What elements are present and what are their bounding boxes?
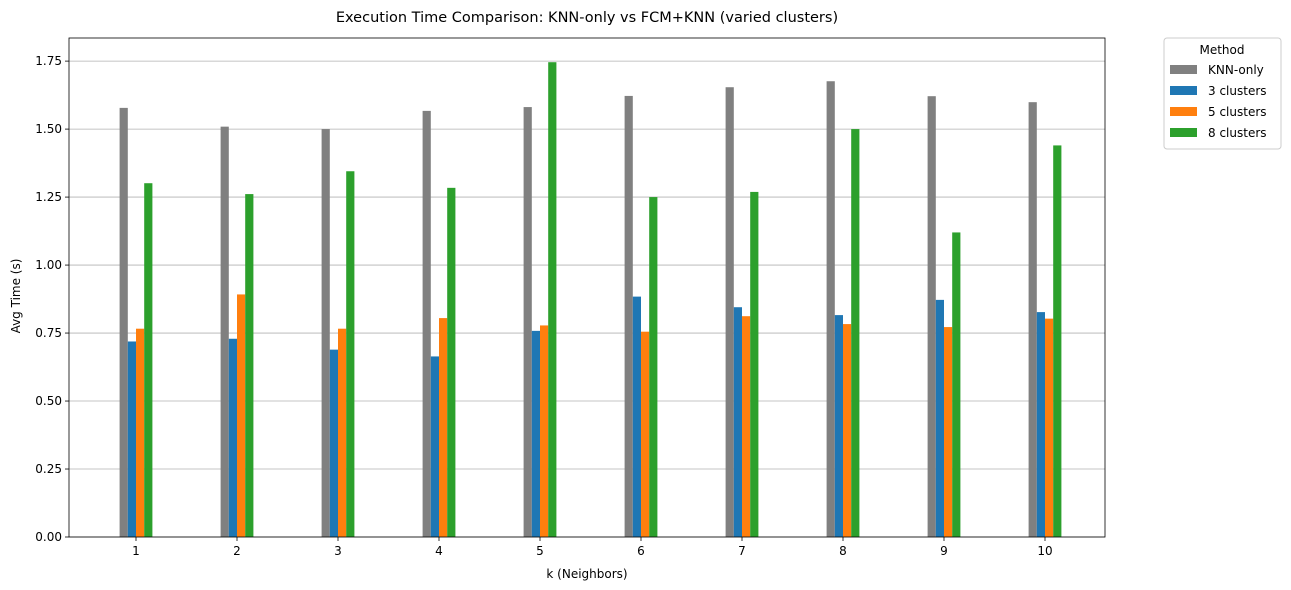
bar-knn-only-k10 <box>1028 102 1037 537</box>
bar-8-clusters-k10 <box>1053 145 1062 537</box>
bar-5-clusters-k10 <box>1045 318 1054 537</box>
bar-5-clusters-k5 <box>540 325 549 537</box>
x-tick-label: 5 <box>536 544 544 558</box>
bar-knn-only-k2 <box>220 126 229 537</box>
bar-3-clusters-k10 <box>1036 312 1045 537</box>
legend-item-label: 8 clusters <box>1208 126 1267 140</box>
x-tick-label: 4 <box>435 544 443 558</box>
bar-knn-only-k8 <box>826 81 835 537</box>
bar-8-clusters-k2 <box>245 194 254 538</box>
y-tick-label: 0.75 <box>35 326 62 340</box>
x-tick-label: 7 <box>738 544 746 558</box>
x-tick-label: 2 <box>233 544 241 558</box>
bar-5-clusters-k8 <box>843 324 852 537</box>
legend-item-label: 5 clusters <box>1208 105 1267 119</box>
bar-knn-only-k7 <box>725 87 734 538</box>
bars <box>119 62 1062 538</box>
y-tick-label: 1.75 <box>35 54 62 68</box>
bar-knn-only-k5 <box>523 107 532 538</box>
axes: 0.00 0.25 0.50 0.75 1.00 1.25 1.50 1.75 1 2 3 4 5 6 7 8… <box>35 37 1106 558</box>
bar-3-clusters-k3 <box>329 349 338 537</box>
plot-frame <box>68 37 1106 538</box>
bar-8-clusters-k7 <box>750 191 759 538</box>
legend-item-label: KNN-only <box>1208 63 1264 77</box>
bar-8-clusters-k1 <box>144 183 153 537</box>
bar-5-clusters-k2 <box>237 294 246 537</box>
y-tick-label: 1.50 <box>35 122 62 136</box>
y-axis-label: Avg Time (s) <box>9 259 23 334</box>
bar-knn-only-k3 <box>321 129 330 538</box>
bar-3-clusters-k4 <box>430 356 439 537</box>
y-tick-label: 1.25 <box>35 190 62 204</box>
legend-swatch <box>1170 86 1197 95</box>
bar-3-clusters-k5 <box>531 330 540 537</box>
bar-knn-only-k4 <box>422 110 431 537</box>
bar-knn-only-k6 <box>624 95 633 538</box>
bar-5-clusters-k9 <box>944 327 953 537</box>
x-tick-label: 3 <box>334 544 342 558</box>
legend-swatch <box>1170 128 1197 137</box>
bar-3-clusters-k9 <box>935 299 944 537</box>
legend-item-label: 3 clusters <box>1208 84 1267 98</box>
y-tick-label: 0.25 <box>35 462 62 476</box>
y-tick-label: 1.00 <box>35 258 62 272</box>
bar-8-clusters-k6 <box>649 197 658 538</box>
bar-8-clusters-k3 <box>346 171 355 537</box>
bar-5-clusters-k4 <box>439 318 448 537</box>
bar-knn-only-k1 <box>119 107 128 537</box>
x-tick-label: 1 <box>132 544 140 558</box>
x-tick-label: 6 <box>637 544 645 558</box>
bar-3-clusters-k2 <box>228 338 237 537</box>
bar-3-clusters-k7 <box>733 307 742 537</box>
x-tick-label: 8 <box>839 544 847 558</box>
bar-3-clusters-k6 <box>632 296 641 537</box>
legend-swatch <box>1170 65 1197 74</box>
y-tick-label: 0.50 <box>35 394 62 408</box>
bar-8-clusters-k9 <box>952 232 961 538</box>
bar-5-clusters-k1 <box>136 328 145 537</box>
bar-8-clusters-k4 <box>447 187 456 537</box>
bar-5-clusters-k3 <box>338 328 347 537</box>
legend-title: Method <box>1199 43 1244 57</box>
bar-8-clusters-k8 <box>851 129 860 538</box>
bar-3-clusters-k1 <box>127 341 136 537</box>
x-tick-label: 9 <box>940 544 948 558</box>
bar-5-clusters-k6 <box>641 331 650 537</box>
legend: Method KNN-only 3 clusters 5 clusters 8 clu… <box>1163 37 1282 150</box>
y-tick-label: 0.00 <box>35 530 62 544</box>
bar-5-clusters-k7 <box>742 316 751 537</box>
bar-knn-only-k9 <box>927 96 936 538</box>
x-axis-label: k (Neighbors) <box>546 567 627 581</box>
legend-swatch <box>1170 107 1197 116</box>
x-tick-label: 10 <box>1037 544 1052 558</box>
chart-title: Execution Time Comparison: KNN-only vs F… <box>336 10 838 26</box>
bar-8-clusters-k5 <box>548 62 557 537</box>
bar-3-clusters-k8 <box>834 315 843 537</box>
